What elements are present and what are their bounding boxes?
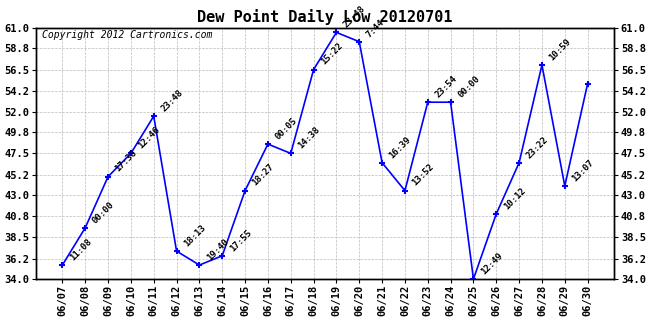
Text: 19:40: 19:40: [205, 237, 230, 262]
Text: 12:49: 12:49: [479, 251, 504, 276]
Text: 23:48: 23:48: [342, 4, 367, 30]
Text: 16:39: 16:39: [387, 134, 413, 160]
Text: 13:07: 13:07: [570, 158, 595, 183]
Text: Copyright 2012 Cartronics.com: Copyright 2012 Cartronics.com: [42, 30, 213, 40]
Text: 12:46: 12:46: [136, 125, 162, 151]
Text: 00:00: 00:00: [91, 200, 116, 225]
Text: 23:54: 23:54: [434, 74, 459, 100]
Title: Dew Point Daily Low 20120701: Dew Point Daily Low 20120701: [197, 9, 453, 25]
Text: 18:27: 18:27: [251, 163, 276, 188]
Text: 17:55: 17:55: [227, 228, 253, 253]
Text: 14:38: 14:38: [296, 125, 322, 151]
Text: 17:38: 17:38: [114, 148, 139, 174]
Text: 15:22: 15:22: [319, 42, 344, 67]
Text: 10:59: 10:59: [547, 37, 573, 62]
Text: 7:44: 7:44: [365, 17, 386, 39]
Text: 00:05: 00:05: [274, 116, 299, 141]
Text: 23:48: 23:48: [159, 88, 185, 113]
Text: 00:00: 00:00: [456, 74, 482, 100]
Text: 13:52: 13:52: [411, 163, 436, 188]
Text: 11:08: 11:08: [68, 237, 94, 262]
Text: 10:12: 10:12: [502, 186, 527, 211]
Text: 18:13: 18:13: [182, 223, 207, 248]
Text: 23:22: 23:22: [525, 134, 550, 160]
